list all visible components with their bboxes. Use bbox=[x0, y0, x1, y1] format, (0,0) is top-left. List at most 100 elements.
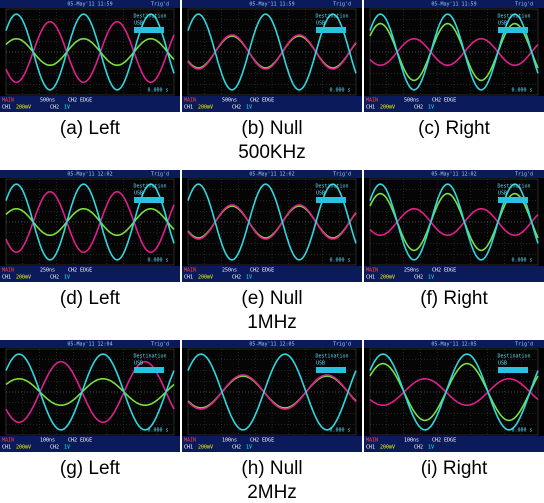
main-label: MAIN bbox=[2, 438, 14, 444]
trigger-status: Trig'd bbox=[151, 172, 169, 178]
trigger-mode: CH2 EDGE bbox=[68, 268, 92, 274]
timebase: 500ns bbox=[404, 98, 419, 104]
time-offset: 0.000 s bbox=[147, 428, 168, 434]
ch2-label: CH2 bbox=[232, 445, 241, 451]
panel-caption: (e) Null bbox=[241, 288, 302, 309]
trigger-status: Trig'd bbox=[333, 172, 351, 178]
panel-caption: (b) Null bbox=[241, 118, 302, 139]
timestamp: 05-May'11 12:05 bbox=[249, 342, 294, 348]
timebase: 250ns bbox=[404, 268, 419, 274]
time-offset: 0.000 s bbox=[147, 88, 168, 94]
trigger-status: Trig'd bbox=[515, 172, 533, 178]
ch1-scale: 200mV bbox=[16, 445, 31, 451]
usb-box bbox=[134, 27, 164, 33]
timebase: 100ns bbox=[40, 438, 55, 444]
main-label: MAIN bbox=[184, 438, 196, 444]
trigger-status: Trig'd bbox=[515, 342, 533, 348]
time-offset: 0.000 s bbox=[329, 428, 350, 434]
trigger-mode: CH2 EDGE bbox=[432, 98, 456, 104]
timestamp: 05-May'11 11:59 bbox=[67, 2, 112, 8]
trigger-mode: CH2 EDGE bbox=[432, 268, 456, 274]
ch1-label: CH1 bbox=[2, 275, 11, 281]
trigger-status: Trig'd bbox=[151, 2, 169, 8]
scope-screen: 05-May'11 12:02Trig'dDestinationUSB0.000… bbox=[182, 170, 362, 282]
time-offset: 0.000 s bbox=[329, 258, 350, 264]
ch2-label: CH2 bbox=[414, 275, 423, 281]
destination-label: Destination bbox=[315, 14, 348, 20]
ch1-scale: 200mV bbox=[198, 275, 213, 281]
main-label: MAIN bbox=[184, 268, 196, 274]
usb-label: USB bbox=[498, 361, 507, 367]
time-offset: 0.000 s bbox=[511, 88, 532, 94]
main-label: MAIN bbox=[2, 268, 14, 274]
destination-label: Destination bbox=[497, 184, 530, 190]
panel-caption: (a) Left bbox=[60, 118, 121, 139]
timestamp: 05-May'11 12:04 bbox=[67, 342, 112, 348]
panel-caption: (g) Left bbox=[60, 458, 121, 479]
ch1-label: CH1 bbox=[184, 105, 193, 111]
ch2-scale: 1V bbox=[246, 105, 252, 111]
usb-label: USB bbox=[498, 21, 507, 27]
main-label: MAIN bbox=[366, 438, 378, 444]
ch2-scale: 1V bbox=[64, 445, 70, 451]
time-offset: 0.000 s bbox=[511, 428, 532, 434]
usb-label: USB bbox=[316, 191, 325, 197]
ch1-scale: 200mV bbox=[380, 275, 395, 281]
usb-box bbox=[134, 197, 164, 203]
usb-label: USB bbox=[134, 21, 143, 27]
usb-box bbox=[498, 197, 528, 203]
main-label: MAIN bbox=[366, 268, 378, 274]
ch1-scale: 200mV bbox=[380, 105, 395, 111]
panel-caption: (i) Right bbox=[421, 458, 488, 479]
timestamp: 05-May'11 11:59 bbox=[431, 2, 476, 8]
usb-box bbox=[498, 367, 528, 373]
scope-screen: 05-May'11 11:59Trig'dDestinationUSB0.000… bbox=[182, 0, 362, 112]
trigger-mode: CH2 EDGE bbox=[250, 268, 274, 274]
trigger-mode: CH2 EDGE bbox=[68, 438, 92, 444]
ch2-scale: 1V bbox=[428, 105, 434, 111]
ch2-label: CH2 bbox=[414, 105, 423, 111]
main-label: MAIN bbox=[2, 98, 14, 104]
trigger-status: Trig'd bbox=[333, 342, 351, 348]
usb-label: USB bbox=[316, 361, 325, 367]
ch1-label: CH1 bbox=[2, 445, 11, 451]
ch1-scale: 200mV bbox=[198, 445, 213, 451]
panel-caption: (d) Left bbox=[60, 288, 121, 309]
ch1-scale: 200mV bbox=[16, 275, 31, 281]
ch1-label: CH1 bbox=[184, 445, 193, 451]
timebase: 250ns bbox=[40, 268, 55, 274]
trigger-status: Trig'd bbox=[333, 2, 351, 8]
main-label: MAIN bbox=[184, 98, 196, 104]
destination-label: Destination bbox=[133, 14, 166, 20]
usb-box bbox=[316, 27, 346, 33]
ch2-scale: 1V bbox=[428, 445, 434, 451]
ch1-label: CH1 bbox=[366, 105, 375, 111]
usb-box bbox=[316, 367, 346, 373]
usb-box bbox=[134, 367, 164, 373]
panel-caption: (f) Right bbox=[420, 288, 488, 309]
trigger-mode: CH2 EDGE bbox=[250, 438, 274, 444]
frequency-label: 1MHz bbox=[247, 312, 297, 333]
ch1-label: CH1 bbox=[184, 275, 193, 281]
ch2-scale: 1V bbox=[246, 275, 252, 281]
ch1-label: CH1 bbox=[2, 105, 11, 111]
timestamp: 05-May'11 11:59 bbox=[249, 2, 294, 8]
destination-label: Destination bbox=[315, 354, 348, 360]
timestamp: 05-May'11 12:02 bbox=[249, 172, 294, 178]
time-offset: 0.000 s bbox=[147, 258, 168, 264]
destination-label: Destination bbox=[497, 14, 530, 20]
timebase: 500ns bbox=[222, 98, 237, 104]
usb-box bbox=[316, 197, 346, 203]
ch2-scale: 1V bbox=[64, 275, 70, 281]
usb-label: USB bbox=[316, 21, 325, 27]
timebase: 500ns bbox=[40, 98, 55, 104]
usb-box bbox=[498, 27, 528, 33]
time-offset: 0.000 s bbox=[511, 258, 532, 264]
trigger-status: Trig'd bbox=[151, 342, 169, 348]
ch2-scale: 1V bbox=[428, 275, 434, 281]
trigger-mode: CH2 EDGE bbox=[68, 98, 92, 104]
panel-caption: (h) Null bbox=[241, 458, 302, 479]
ch1-label: CH1 bbox=[366, 275, 375, 281]
